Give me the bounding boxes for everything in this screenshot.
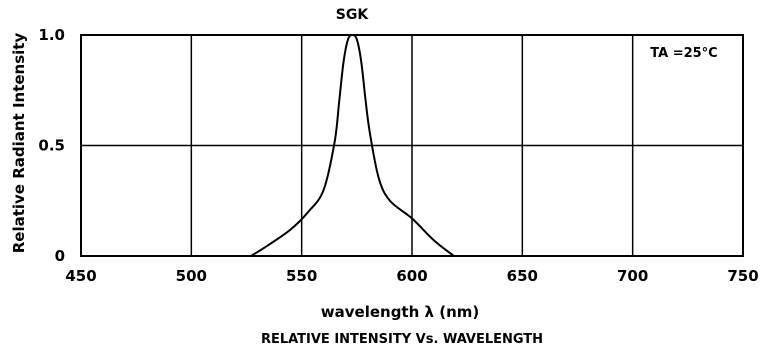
- x-axis-label: wavelength λ (nm): [321, 303, 479, 321]
- y-axis-label: Relative Radiant Intensity: [10, 33, 28, 254]
- chart-title: SGK: [336, 7, 370, 23]
- y-tick-label: 1.0: [38, 26, 65, 44]
- x-tick-label: 600: [396, 267, 427, 285]
- x-tick-label: 450: [65, 267, 96, 285]
- y-tick-label: 0.5: [38, 137, 65, 155]
- x-tick-label: 550: [286, 267, 317, 285]
- series-line: [250, 33, 455, 257]
- temperature-annotation: TA =25°C: [650, 46, 717, 61]
- chart-caption: RELATIVE INTENSITY Vs. WAVELENGTH: [261, 332, 543, 347]
- x-tick-label: 750: [727, 267, 758, 285]
- y-tick-label: 0: [55, 247, 65, 265]
- y-tick-labels: 0 0.5 1.0: [38, 26, 65, 265]
- x-tick-label: 650: [507, 267, 538, 285]
- x-tick-label: 500: [176, 267, 207, 285]
- grid-lines: [81, 35, 743, 256]
- x-tick-label: 700: [617, 267, 648, 285]
- plot-frame: [80, 34, 744, 257]
- x-tick-labels: 450 500 550 600 650 700 750: [65, 267, 758, 285]
